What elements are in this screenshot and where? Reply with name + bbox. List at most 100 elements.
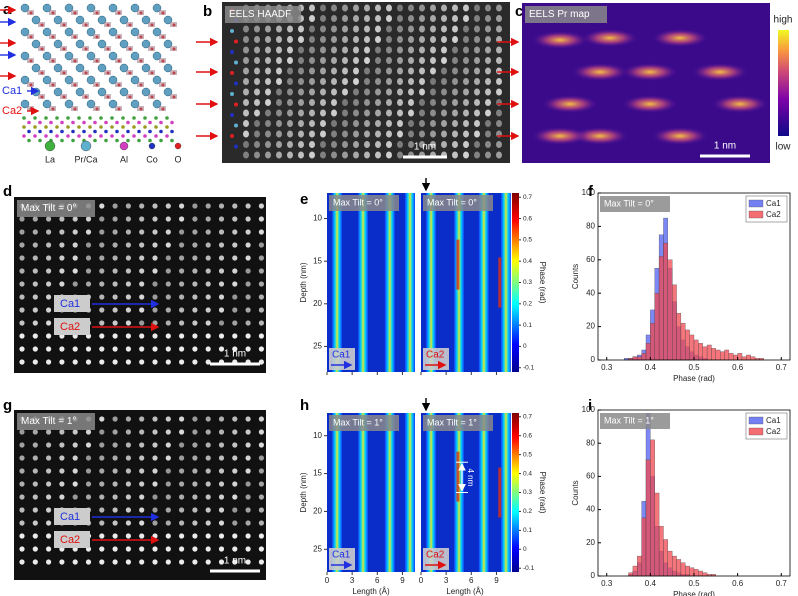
atom-column [19, 281, 25, 287]
atom-column [353, 120, 359, 127]
atom-column [32, 481, 38, 487]
atom [126, 138, 130, 143]
atom-column [474, 141, 480, 148]
atom-column [331, 15, 337, 22]
atom-column [245, 429, 251, 435]
atom-column [397, 130, 403, 138]
atom-column [232, 255, 238, 261]
atom-column [205, 455, 211, 461]
atom-column [165, 455, 171, 461]
atom-column [342, 88, 348, 96]
atom-column [72, 559, 78, 565]
atom-column [139, 494, 145, 500]
atom-column [218, 468, 225, 474]
atom-column [463, 4, 469, 12]
atom-column [205, 294, 211, 300]
atom-column [152, 416, 158, 422]
atom-column [152, 494, 158, 500]
atom-column [179, 494, 185, 500]
atom-column [99, 255, 105, 261]
y-tick-label: 100 [582, 405, 596, 414]
atom [44, 125, 48, 129]
atom-column [112, 468, 118, 474]
atom-column [165, 481, 171, 487]
site-label: Ca1 [332, 350, 351, 361]
polyhedron [27, 106, 34, 111]
atom-column [375, 78, 381, 85]
atom-column [386, 15, 392, 22]
atom-column [441, 57, 447, 64]
atom-column [59, 442, 65, 448]
atom-column [179, 216, 185, 222]
polyhedron [82, 70, 89, 75]
atom-column [342, 25, 348, 33]
atom-column [245, 203, 251, 209]
atom-column [192, 416, 198, 422]
atom-column [243, 109, 249, 117]
atom [115, 129, 119, 134]
atom-column [254, 109, 260, 117]
atom-column [320, 67, 326, 75]
atom-column [112, 281, 118, 287]
atom-column [474, 130, 480, 138]
atom-column [430, 25, 436, 33]
x-tick-label: 0.7 [776, 363, 788, 372]
atom-column [419, 25, 425, 33]
atom [154, 125, 158, 129]
histogram-bar [706, 344, 712, 361]
atom-column [496, 25, 502, 33]
atom-column [72, 494, 78, 500]
histogram-bar [645, 459, 651, 577]
atom-column [72, 229, 78, 235]
atom-column [46, 533, 52, 539]
atom-column [452, 36, 458, 43]
atom-column [258, 294, 264, 300]
atom [99, 116, 103, 120]
legend-label: O [174, 154, 181, 164]
atom-column [245, 546, 251, 552]
atom-column [408, 36, 414, 43]
atom-column [298, 25, 304, 33]
atom-column [179, 268, 185, 274]
colorbar-label: Phase (rad) [538, 472, 547, 514]
atom-column [474, 15, 480, 22]
polyhedron [27, 10, 34, 15]
atom-column [331, 25, 337, 33]
polyhedron [159, 34, 166, 39]
atom-column [99, 507, 105, 513]
atom-column [258, 268, 264, 274]
atom-column [320, 141, 326, 148]
atom-column [46, 429, 52, 435]
x-tick-label: 9 [400, 576, 405, 585]
atom-column [85, 242, 92, 248]
atom-column [32, 281, 38, 287]
atom-column [32, 242, 38, 248]
atom-column [408, 109, 414, 117]
atom-column [419, 99, 425, 106]
atom-column [112, 307, 118, 313]
atom-column [287, 99, 293, 106]
atom-column [179, 307, 185, 313]
atom-column [19, 520, 25, 526]
atom-column [331, 130, 337, 138]
atom-column [397, 88, 403, 96]
atom-column [152, 242, 158, 248]
atom-column [139, 294, 145, 300]
histogram-bar [628, 572, 634, 577]
polyhedron [104, 22, 111, 27]
atom-column [353, 15, 359, 22]
atom-column [441, 15, 447, 22]
atom-column [179, 429, 185, 435]
polyhedron [159, 106, 166, 111]
atom-column [218, 216, 225, 222]
atom-column [254, 130, 260, 138]
polyhedron [49, 58, 56, 63]
atom-column [179, 333, 185, 339]
atom-column [287, 88, 293, 96]
atom-column [245, 320, 251, 326]
atom-column [320, 120, 326, 127]
atom-column [287, 78, 293, 85]
atom-column [179, 455, 185, 461]
atom [154, 116, 158, 120]
atom-column [192, 559, 198, 565]
